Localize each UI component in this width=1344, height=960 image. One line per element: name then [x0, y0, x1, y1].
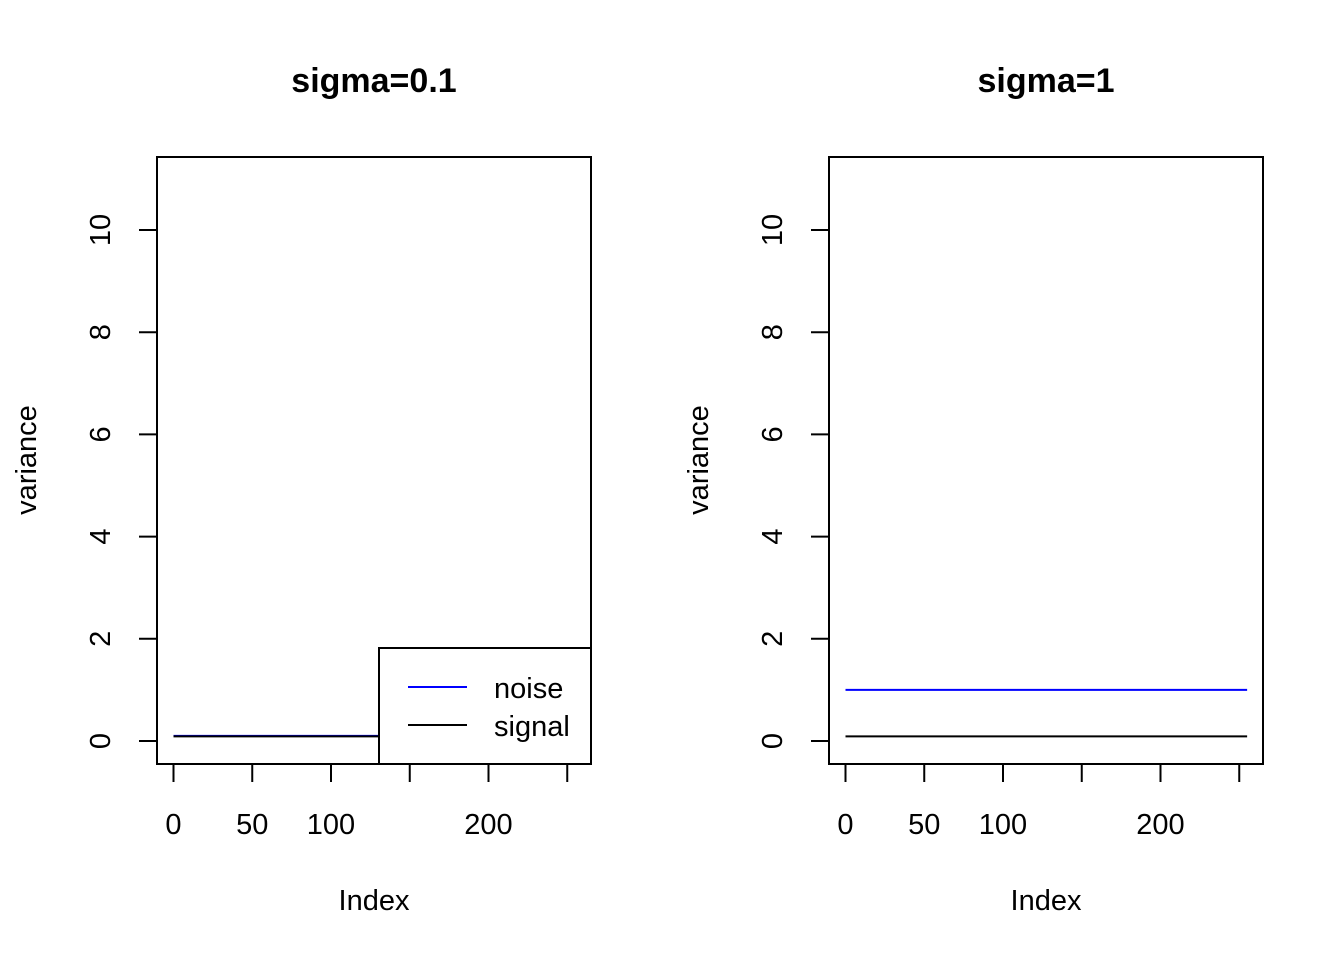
x-tick-label: 100 — [307, 809, 355, 841]
y-tick-label: 6 — [85, 426, 117, 442]
y-tick-label: 0 — [757, 733, 789, 749]
legend: noise signal — [378, 647, 592, 765]
legend-label: signal — [494, 711, 570, 743]
x-tick-label: 200 — [464, 809, 512, 841]
y-tick-label: 2 — [85, 631, 117, 647]
x-tick-label: 0 — [165, 809, 181, 841]
y-tick-label: 4 — [85, 529, 117, 545]
y-tick-label: 8 — [85, 324, 117, 340]
y-tick-label: 8 — [757, 324, 789, 340]
x-tick-label: 0 — [837, 809, 853, 841]
chart-title: sigma=0.1 — [291, 62, 456, 100]
y-axis-label: variance — [11, 405, 43, 515]
y-tick-label: 10 — [85, 214, 117, 246]
x-tick-label: 200 — [1136, 809, 1184, 841]
y-tick-label: 0 — [85, 733, 117, 749]
chart-title: sigma=1 — [977, 62, 1114, 100]
y-tick-label: 10 — [757, 214, 789, 246]
x-tick-label: 100 — [979, 809, 1027, 841]
x-tick-label: 50 — [908, 809, 940, 841]
y-tick-label: 6 — [757, 426, 789, 442]
x-axis-label: Index — [1011, 885, 1082, 917]
y-tick-label: 4 — [757, 529, 789, 545]
x-axis-label: Index — [339, 885, 410, 917]
legend-label: noise — [494, 673, 563, 705]
y-tick-label: 2 — [757, 631, 789, 647]
x-tick-label: 50 — [236, 809, 268, 841]
y-axis-label: variance — [683, 405, 715, 515]
legend-box — [378, 647, 592, 765]
plot-frame — [828, 156, 1264, 765]
